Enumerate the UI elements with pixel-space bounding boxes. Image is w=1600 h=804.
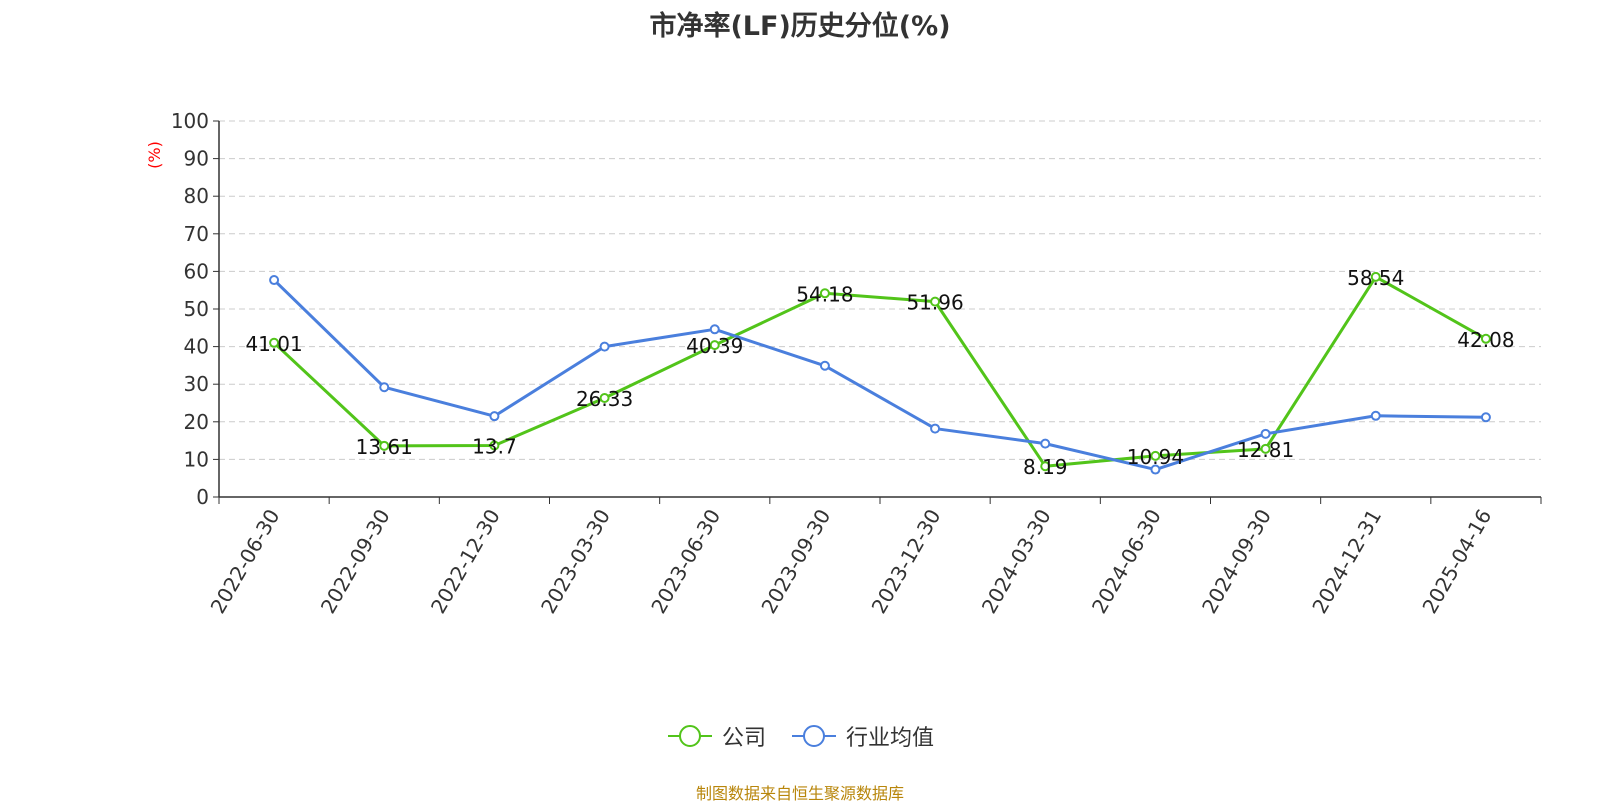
data-point-0 <box>599 392 610 403</box>
data-label: 41.01 <box>245 332 302 356</box>
data-point-1 <box>819 360 830 371</box>
legend-swatch-icon <box>792 725 836 747</box>
data-label: 42.08 <box>1457 328 1514 352</box>
y-tick-label: 30 <box>184 372 209 396</box>
x-tick-label: 2023-03-30 <box>536 505 615 618</box>
grid-lines <box>219 120 1541 460</box>
data-label: 13.61 <box>356 435 413 459</box>
series-line-1 <box>273 278 1486 472</box>
y-tick-label: 80 <box>184 184 209 208</box>
x-tick-label: 2024-03-30 <box>977 505 1056 618</box>
x-tick-label: 2024-12-31 <box>1307 505 1386 618</box>
y-axis-label: (%) <box>145 141 164 169</box>
data-point-0 <box>1260 443 1271 454</box>
series-lines <box>269 271 1491 475</box>
data-point-1 <box>1370 410 1381 421</box>
legend-swatch-icon <box>667 725 712 747</box>
legend-label: 行业均值 <box>846 726 935 751</box>
x-tick-label: 2022-06-30 <box>206 505 285 618</box>
series-line-0 <box>273 275 1487 468</box>
data-label: 8.19 <box>1023 455 1068 479</box>
y-tick-label: 20 <box>184 410 209 434</box>
x-tick-label: 2025-04-16 <box>1417 505 1496 618</box>
x-tick-label: 2023-06-30 <box>646 505 725 618</box>
data-point-0 <box>1370 271 1381 282</box>
data-point-0 <box>379 440 390 451</box>
data-label: 10.94 <box>1127 445 1184 469</box>
data-point-1 <box>709 324 720 335</box>
data-label: 40.39 <box>686 334 743 358</box>
data-label: 26.33 <box>576 387 633 411</box>
data-point-1 <box>930 423 941 434</box>
y-tick-label: 90 <box>184 147 209 171</box>
legend-item-0[interactable]: 公司 <box>666 720 766 752</box>
y-tick-label: 100 <box>171 109 209 133</box>
y-tick-label: 10 <box>184 447 209 471</box>
data-label: 54.18 <box>796 282 853 306</box>
legend-item-1[interactable]: 行业均值 <box>790 720 934 752</box>
data-label: 12.81 <box>1237 438 1294 462</box>
x-tick-label: 2023-09-30 <box>756 505 835 618</box>
data-point-0 <box>489 440 500 451</box>
data-point-1 <box>489 411 500 422</box>
legend: 公司 行业均值 <box>0 720 1600 752</box>
chart-title: 市净率(LF)历史分位(%) <box>649 11 951 42</box>
y-tick-label: 50 <box>184 297 209 321</box>
data-point-0 <box>1150 450 1161 461</box>
data-point-1 <box>1040 438 1051 449</box>
data-label: 13.7 <box>472 434 517 458</box>
source-note: 制图数据来自恒生聚源数据库 <box>695 784 904 803</box>
data-point-1 <box>1260 428 1271 439</box>
y-tick-label: 40 <box>184 335 209 359</box>
data-point-0 <box>269 337 280 348</box>
data-point-0 <box>709 340 720 351</box>
data-point-0 <box>1040 461 1051 472</box>
data-point-0 <box>1480 333 1491 344</box>
x-tick-label: 2024-06-30 <box>1087 505 1166 618</box>
y-tick-label: 60 <box>184 259 209 283</box>
x-tick-label: 2023-12-30 <box>867 505 946 618</box>
data-point-1 <box>599 341 610 352</box>
data-labels: 41.01 13.61 13.7 26.33 40.39 54.18 51.96 8.19 10… <box>245 266 1514 479</box>
data-label: 58.54 <box>1347 266 1404 290</box>
legend-label: 公司 <box>721 726 766 751</box>
data-point-0 <box>819 288 830 299</box>
data-point-1 <box>1480 412 1491 423</box>
data-point-1 <box>269 275 280 286</box>
y-tick-label: 0 <box>196 485 209 509</box>
axes: 0 10 20 30 40 50 60 70 80 90 100 2022-06-30 2022-09-… <box>171 109 1542 618</box>
data-point-1 <box>379 382 390 393</box>
x-tick-label: 2022-12-30 <box>426 505 505 618</box>
data-point-0 <box>930 296 941 307</box>
y-tick-label: 70 <box>184 222 209 246</box>
x-tick-label: 2022-09-30 <box>316 505 395 618</box>
data-label: 51.96 <box>906 291 963 315</box>
x-tick-label: 2024-09-30 <box>1197 505 1276 618</box>
data-point-1 <box>1150 464 1161 475</box>
